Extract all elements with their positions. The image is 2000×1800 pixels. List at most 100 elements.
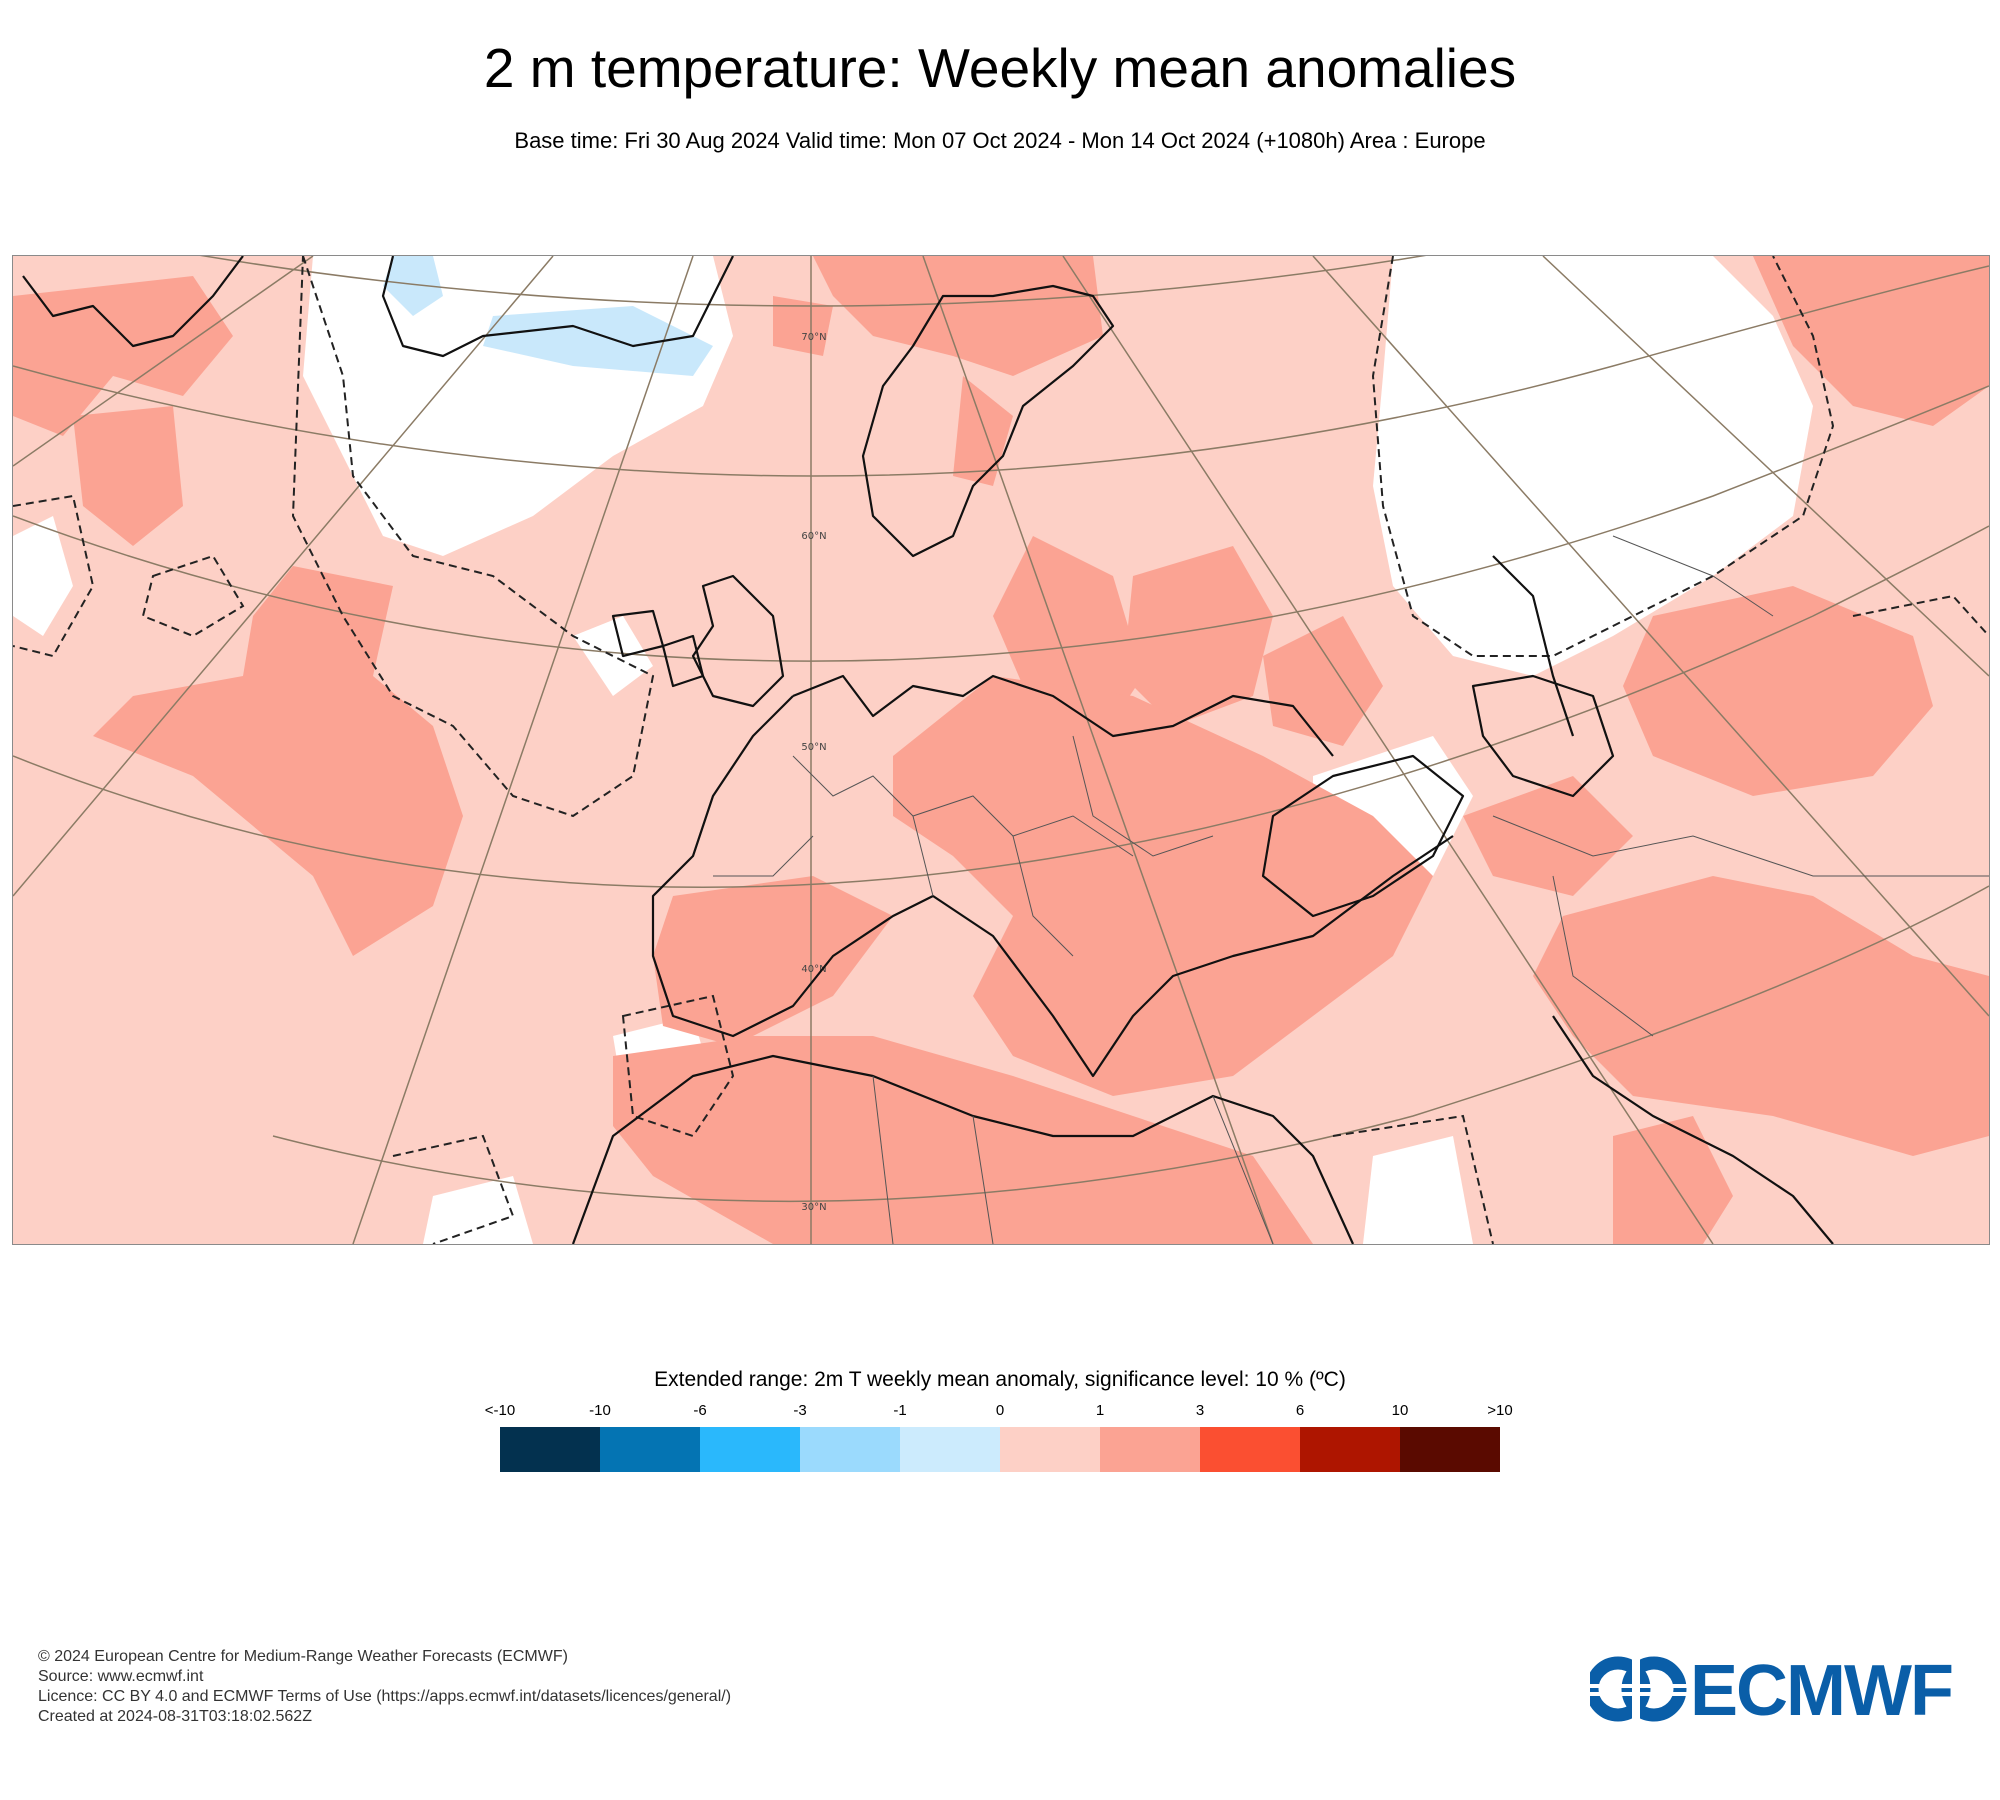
border-kazakhstan (1612, 535, 1774, 617)
legend-label-minus6: -6 (693, 1402, 707, 1419)
footer: © 2024 European Centre for Medium-Range … (38, 1647, 731, 1727)
latitude-labels: 70°N 60°N 50°N 40°N 30°N (801, 332, 826, 1213)
coastline-scandinavia (861, 284, 1115, 558)
lat-label-30n: 30°N (801, 1202, 826, 1213)
legend-swatch-2 (700, 1427, 800, 1472)
legend-swatch-8 (1300, 1427, 1400, 1472)
legend-label-10: 10 (1391, 1402, 1409, 1419)
warm-region-norwegian-sea (813, 256, 1103, 376)
graticule-parallel-40n (13, 525, 1989, 889)
warm-region-siberia (1753, 256, 1989, 426)
footer-licence: Licence: CC BY 4.0 and ECMWF Terms of Us… (38, 1688, 732, 1705)
warm-region-caucasus (1463, 776, 1633, 896)
warm-region-ukraine (1263, 616, 1383, 746)
coastlines (22, 256, 1834, 1244)
border-iran (1552, 875, 1654, 1037)
footer-created: Created at 2024-08-31T03:18:02.562Z (38, 1708, 312, 1725)
lat-label-60n: 60°N (801, 531, 826, 542)
chart-subtitle: Base time: Fri 30 Aug 2024 Valid time: M… (514, 128, 1486, 153)
border-egypt (1212, 1095, 1274, 1244)
legend-swatch-5 (1000, 1427, 1100, 1472)
graticule-parallel-50n (13, 385, 1989, 662)
legend-label-0: 0 (995, 1402, 1005, 1419)
neutral-region-iceland (573, 616, 653, 696)
ecmwf-logo: ECMWF (1585, 1651, 1970, 1731)
coastline-north-europe (792, 674, 1334, 757)
legend-label-lt-minus10: <-10 (484, 1402, 516, 1419)
border-alps (912, 815, 934, 897)
graticule-meridian-e20 (922, 256, 1274, 1244)
lat-label-40n: 40°N (801, 964, 826, 975)
coastline-ural (1492, 555, 1575, 737)
border-algeria (872, 1075, 894, 1244)
warm-region-north-africa (613, 1036, 1313, 1244)
legend-label-1: 1 (1095, 1402, 1105, 1419)
legend-swatch-0 (500, 1427, 600, 1472)
warm-region-central-europe-balkans (893, 676, 1433, 1096)
coastline-caspian (1471, 674, 1615, 798)
legend-title: Extended range: 2m T weekly mean anomaly… (654, 1368, 1346, 1391)
legend-label-minus3: -3 (793, 1402, 807, 1419)
warm-region-svalbard-south (773, 296, 833, 356)
legend-swatch-1 (600, 1427, 700, 1472)
graticule-meridian-w40 (13, 256, 554, 897)
footer-copyright: © 2024 European Centre for Medium-Range … (38, 1648, 568, 1665)
border-iberia-france (713, 835, 814, 877)
legend-color-bar (500, 1427, 1500, 1472)
graticule-meridian-w60 (13, 256, 314, 467)
coastline-black-sea (1261, 754, 1465, 918)
legend-swatch-7 (1200, 1427, 1300, 1472)
lat-label-70n: 70°N (801, 332, 826, 343)
anomaly-map: 70°N 60°N 50°N 40°N 30°N (12, 255, 1990, 1245)
ecmwf-logo-icon (1585, 1654, 1690, 1724)
sig-contour-west (13, 494, 95, 658)
warm-region-greenland-west (13, 276, 233, 436)
sig-contour-arabia (1332, 1114, 1494, 1244)
graticule-meridian-e60 (1312, 256, 1989, 1017)
border-central-asia (1492, 815, 1989, 877)
border-balkans (1012, 835, 1074, 957)
country-borders (713, 535, 1989, 1244)
neutral-region-arabia (1363, 1136, 1473, 1244)
graticule-parallel-30n (272, 885, 1989, 1203)
coastline-baffin (22, 256, 244, 348)
neutral-regions (13, 256, 1813, 1244)
coastline-great-britain (691, 574, 785, 708)
neutral-region-russia (1373, 256, 1813, 676)
ice-patch-greenland-south (483, 306, 713, 376)
sig-contour-north-atlantic (291, 256, 655, 818)
map-svg: 70°N 60°N 50°N 40°N 30°N (13, 256, 1989, 1244)
coastline-south-europe (651, 695, 1454, 1078)
coastline-persian-gulf (1552, 1015, 1834, 1244)
legend-label-minus10: -10 (589, 1402, 611, 1419)
sig-contour-mid-atlantic (141, 554, 245, 638)
chart-title: 2 m temperature: Weekly mean anomalies (483, 37, 1517, 99)
warm-region-labrador (73, 406, 183, 546)
footer-source: Source: www.ecmwf.int (38, 1668, 204, 1685)
significance-contours (13, 256, 1989, 1244)
coastline-greenland (381, 256, 734, 358)
graticule-meridian-e40 (1062, 256, 1714, 1244)
border-libya (972, 1115, 994, 1244)
legend-swatch-3 (800, 1427, 900, 1472)
graticule-parallel-60n (13, 265, 1989, 477)
warm-region-middle-east (1533, 876, 1989, 1156)
legend-label-6: 6 (1295, 1402, 1305, 1419)
warm-region-belarus (1123, 546, 1273, 726)
legend-swatch-6 (1100, 1427, 1200, 1472)
legend-label-3: 3 (1195, 1402, 1205, 1419)
warm-region-kazakhstan (1623, 586, 1933, 796)
borders-central-europe (792, 755, 1134, 857)
legend-labels: <-10 -10 -6 -3 -1 0 1 3 6 10 >10 (485, 1402, 1513, 1422)
graticule-meridian-e80 (1542, 256, 1989, 677)
warm-region-arabia (1613, 1116, 1733, 1244)
warm-region-scandinavia (953, 376, 1013, 486)
graticule-meridian-w20 (352, 256, 694, 1244)
coastline-ireland (661, 634, 705, 688)
coastline-iceland (611, 609, 665, 658)
legend-swatch-4 (900, 1427, 1000, 1472)
neutral-region-west-edge (13, 516, 73, 636)
lat-label-50n: 50°N (801, 742, 826, 753)
ice-patch-greenland-east (383, 256, 443, 316)
ecmwf-logo-text: ECMWF (1690, 1651, 1954, 1731)
